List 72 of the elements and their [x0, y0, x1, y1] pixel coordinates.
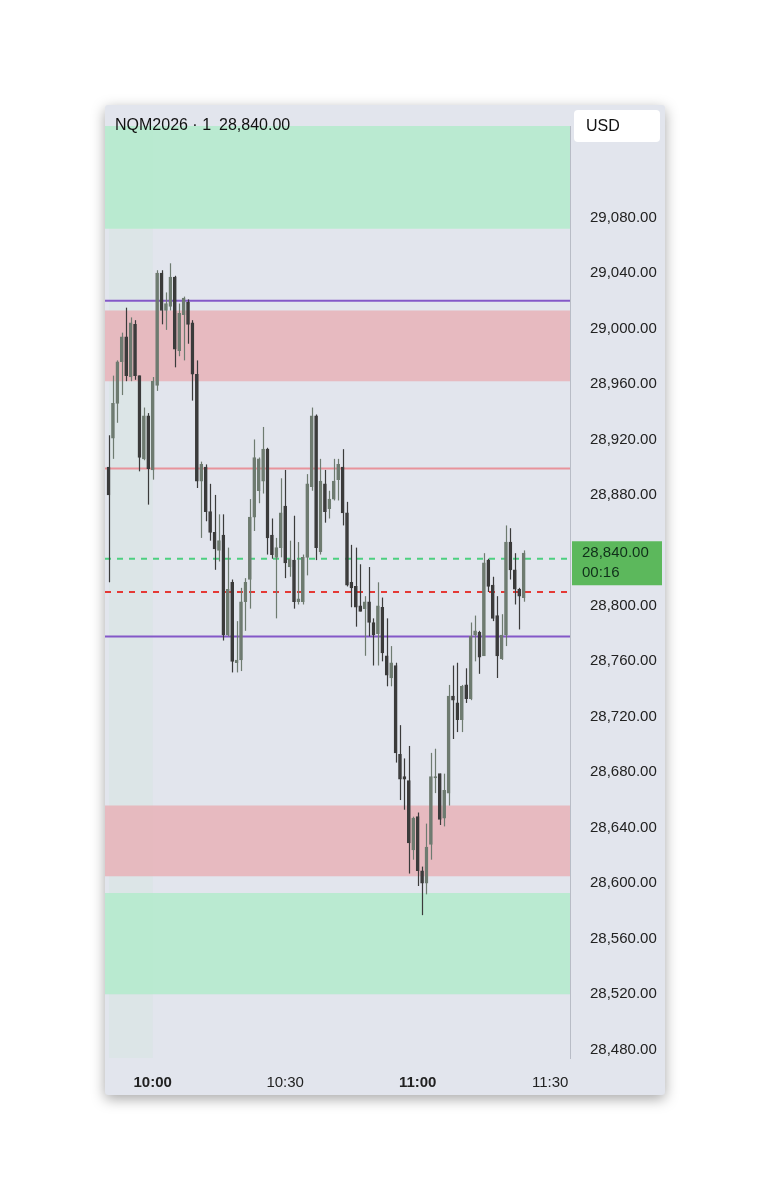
candlestick — [261, 426, 265, 495]
candlestick — [146, 412, 151, 506]
y-tick-label: 28,720.00 — [590, 706, 657, 724]
candlestick — [482, 552, 486, 657]
candlestick — [133, 319, 137, 381]
candlestick — [239, 587, 243, 672]
candlestick — [270, 517, 274, 560]
candlestick — [124, 307, 129, 382]
y-tick-label: 29,080.00 — [590, 207, 657, 225]
y-tick-label: 28,520.00 — [590, 984, 657, 1002]
text: 28,840.00 00:16 — [582, 543, 649, 581]
candlestick — [504, 524, 508, 647]
x-tick-label: 10:30 — [266, 1073, 304, 1091]
candlestick — [331, 458, 336, 502]
chart-subtitle: 28,840.00 — [219, 116, 291, 133]
y-tick-label: 29,000.00 — [590, 318, 657, 336]
candlestick — [301, 553, 305, 606]
candlestick — [345, 501, 349, 588]
candlestick — [252, 438, 257, 532]
candlestick — [429, 752, 433, 861]
y-tick-label: 28,920.00 — [590, 429, 657, 447]
y-tick-label: 28,680.00 — [590, 762, 657, 780]
candlestick — [164, 291, 168, 331]
candlestick — [283, 469, 287, 579]
candlestick — [512, 552, 517, 606]
y-tick-label: 29,040.00 — [590, 263, 657, 281]
candlestick — [177, 302, 182, 357]
y-tick-label: 28,640.00 — [590, 817, 657, 835]
y-tick-label: 28,600.00 — [590, 873, 657, 891]
candlestick — [407, 745, 411, 875]
candlestick — [451, 664, 455, 740]
candlestick — [411, 816, 416, 861]
candlestick — [495, 595, 499, 679]
candlestick — [199, 461, 204, 539]
candlestick — [323, 469, 327, 524]
candlestick — [314, 413, 318, 561]
candlestick — [186, 298, 190, 345]
chart-title: NQM2026 · 1 — [115, 116, 212, 133]
candlestick — [389, 645, 393, 687]
candlestick — [420, 866, 424, 916]
candlestick — [384, 617, 389, 687]
y-tick-label: 28,960.00 — [590, 374, 657, 392]
y-tick-label: 28,880.00 — [590, 485, 657, 503]
candlestick — [398, 724, 402, 801]
x-tick-label: 11:30 — [531, 1073, 569, 1091]
candlestick — [195, 359, 199, 489]
text: USD — [574, 110, 660, 142]
candlestick — [292, 515, 296, 610]
candlestick — [367, 566, 371, 637]
candlestick — [208, 483, 212, 542]
x-tick-label: 10:00 — [133, 1073, 172, 1091]
y-tick-label: 28,800.00 — [590, 596, 657, 614]
candlestick — [119, 332, 124, 396]
candlestick — [459, 684, 464, 733]
candlestick — [142, 406, 146, 461]
candlestick — [442, 773, 446, 827]
y-tick-label: 28,560.00 — [590, 928, 657, 946]
y-tick-label: 28,760.00 — [590, 651, 657, 669]
candlestick — [517, 587, 522, 631]
candlestick — [230, 578, 235, 674]
candlestick — [155, 269, 159, 392]
candlestick — [217, 513, 221, 563]
candlestick — [354, 547, 358, 628]
y-tick-label: 28,480.00 — [590, 1039, 657, 1057]
x-tick-label: 11:00 — [398, 1073, 437, 1091]
candlestick — [376, 581, 380, 667]
candlestick — [464, 667, 469, 704]
candlestick — [402, 757, 407, 811]
candlestick — [111, 375, 115, 460]
candlestick — [248, 498, 252, 610]
candlestick — [358, 563, 363, 613]
candlestick — [336, 458, 340, 502]
